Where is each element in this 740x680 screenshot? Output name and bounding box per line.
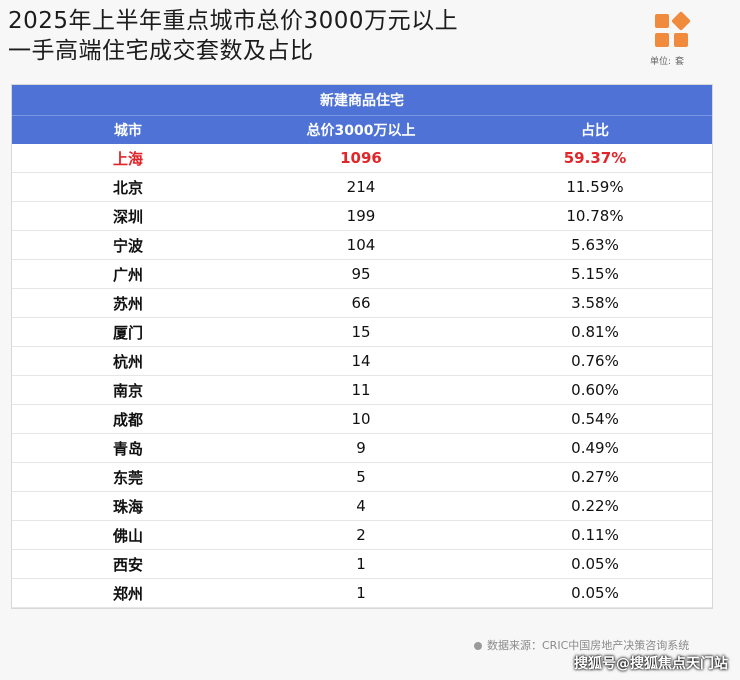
cell-city: 宁波 [12,230,244,260]
cell-share: 0.22% [478,491,712,521]
cell-city: 苏州 [12,288,244,318]
cell-count: 104 [244,230,478,260]
cell-count: 95 [244,259,478,289]
table-row: 北京 214 11.59% [12,172,712,202]
table-row: 深圳 199 10.78% [12,201,712,231]
cell-count: 14 [244,346,478,376]
column-header-count: 总价3000万以上 [244,115,478,144]
cell-count: 199 [244,201,478,231]
cell-city: 广州 [12,259,244,289]
table-row: 西安 1 0.05% [12,549,712,579]
title-line-1: 2025年上半年重点城市总价3000万元以上 [8,8,459,34]
cell-city: 南京 [12,375,244,405]
cell-count: 15 [244,317,478,347]
bullet-icon [474,642,482,650]
cell-count: 10 [244,404,478,434]
cell-count: 1 [244,549,478,579]
cell-city: 厦门 [12,317,244,347]
cell-count: 5 [244,462,478,492]
cell-city: 成都 [12,404,244,434]
cell-city: 珠海 [12,491,244,521]
table-row: 珠海 4 0.22% [12,491,712,521]
table-row: 苏州 66 3.58% [12,288,712,318]
table-row: 上海 1096 59.37% [12,144,712,173]
table-row: 郑州 1 0.05% [12,578,712,608]
cell-share: 0.76% [478,346,712,376]
cell-city: 佛山 [12,520,244,550]
cell-city: 北京 [12,172,244,202]
cell-count: 2 [244,520,478,550]
cell-count: 1 [244,578,478,608]
data-table: 新建商品住宅 城市 总价3000万以上 占比 上海 1096 59.37% 北京 214… [12,85,712,608]
cell-share: 5.15% [478,259,712,289]
table-row: 宁波 104 5.63% [12,230,712,260]
cell-city: 东莞 [12,462,244,492]
cell-share: 0.60% [478,375,712,405]
unit-value: 套 [675,57,685,67]
cell-share: 0.54% [478,404,712,434]
cell-share: 59.37% [478,144,712,173]
cell-share: 0.11% [478,520,712,550]
cell-count: 214 [244,172,478,202]
cell-count: 4 [244,491,478,521]
logo-square-1 [655,14,669,28]
cell-count: 66 [244,288,478,318]
cell-city: 西安 [12,549,244,579]
column-header-city: 城市 [12,115,244,144]
table-row: 成都 10 0.54% [12,404,712,434]
source-note: 数据来源：CRIC中国房地产决策咨询系统 [474,637,689,653]
cell-city: 青岛 [12,433,244,463]
cell-share: 0.05% [478,578,712,608]
cell-share: 3.58% [478,288,712,318]
unit-note: 单位: 套 [650,54,688,67]
cell-count: 9 [244,433,478,463]
data-table-container: 新建商品住宅 城市 总价3000万以上 占比 上海 1096 59.37% 北京 214… [11,84,713,609]
table-row: 青岛 9 0.49% [12,433,712,463]
table-row: 南京 11 0.60% [12,375,712,405]
column-header-share: 占比 [478,115,712,144]
cell-city: 杭州 [12,346,244,376]
cell-city: 郑州 [12,578,244,608]
cell-count: 11 [244,375,478,405]
cell-city: 上海 [12,144,244,173]
table-body: 上海 1096 59.37% 北京 214 11.59% 深圳 199 10.78% 宁波 104 5… [12,144,712,608]
logo-square-2 [655,33,669,47]
cell-city: 深圳 [12,201,244,231]
cell-share: 5.63% [478,230,712,260]
group-header: 新建商品住宅 [12,85,712,116]
brand-logo [655,11,691,48]
title-line-2: 一手高端住宅成交套数及占比 [8,38,314,64]
unit-label: 单位: [650,57,672,67]
cell-share: 0.49% [478,433,712,463]
chart-title: 2025年上半年重点城市总价3000万元以上 一手高端住宅成交套数及占比 [8,6,568,66]
table-row: 佛山 2 0.11% [12,520,712,550]
logo-diamond [671,11,691,31]
cell-share: 10.78% [478,201,712,231]
logo-square-3 [674,33,688,47]
cell-share: 11.59% [478,172,712,202]
cell-count: 1096 [244,144,478,173]
table-row: 广州 95 5.15% [12,259,712,289]
source-text: 数据来源：CRIC中国房地产决策咨询系统 [487,639,690,652]
watermark-credit: 搜狐号@搜狐焦点天门站 [574,656,728,672]
cell-share: 0.27% [478,462,712,492]
cell-share: 0.05% [478,549,712,579]
table-row: 东莞 5 0.27% [12,462,712,492]
cell-share: 0.81% [478,317,712,347]
table-row: 厦门 15 0.81% [12,317,712,347]
table-row: 杭州 14 0.76% [12,346,712,376]
